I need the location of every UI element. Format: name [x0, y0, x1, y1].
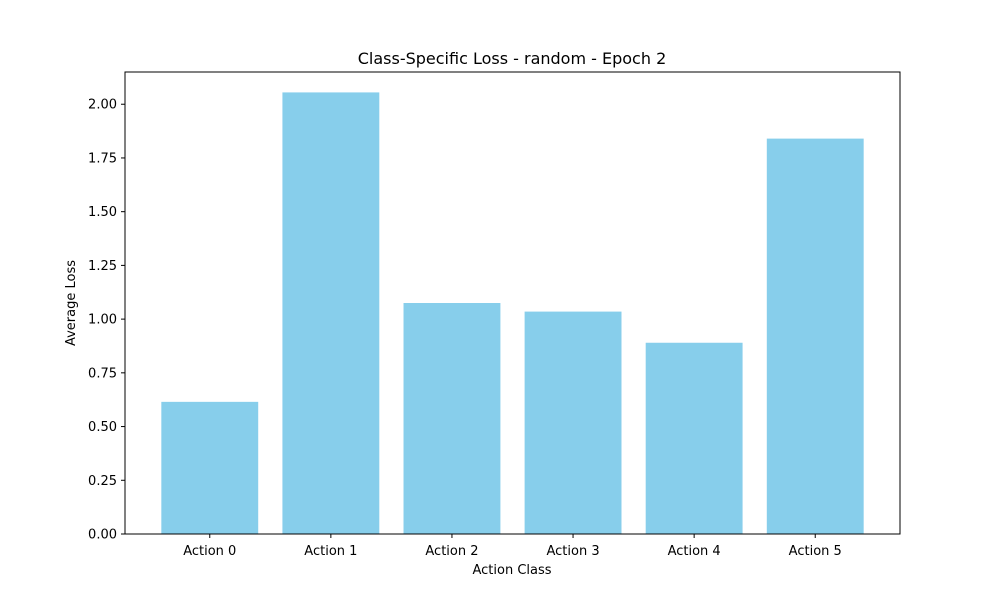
bar-action-0	[161, 401, 259, 534]
y-tick-label: 0.50	[88, 420, 117, 435]
x-tick-label: Action 1	[304, 544, 357, 559]
y-tick-label: 1.75	[88, 151, 117, 166]
x-axis-label: Action Class	[472, 563, 551, 578]
y-tick-label: 0.75	[88, 366, 117, 381]
x-tick-label: Action 0	[183, 544, 236, 559]
x-tick-label: Action 3	[546, 544, 599, 559]
bars-group	[161, 92, 864, 535]
bar-action-5	[766, 138, 864, 535]
y-tick-label: 0.00	[88, 528, 117, 543]
y-tick-label: 1.50	[88, 205, 117, 220]
bar-action-2	[403, 303, 501, 534]
x-tick-label: Action 5	[789, 544, 842, 559]
chart-title: Class-Specific Loss - random - Epoch 2	[358, 49, 667, 68]
y-tick-label: 1.25	[88, 259, 117, 274]
plot-frame	[124, 71, 901, 535]
x-tick-label: Action 4	[668, 544, 721, 559]
x-axis-ticks: Action 0 Action 1 Action 2 Action 3 Action 4…	[183, 534, 842, 559]
bar-action-1	[282, 92, 380, 534]
y-axis-ticks: 0.00 0.25 0.50 0.75 1.00 1.25 1.50 1.75 2.00	[88, 98, 125, 543]
y-tick-label: 0.25	[88, 474, 117, 489]
y-tick-label: 2.00	[88, 98, 117, 113]
bar-action-4	[645, 342, 743, 534]
y-axis-label: Average Loss	[64, 260, 79, 346]
bar-action-3	[524, 311, 622, 534]
y-tick-label: 1.00	[88, 313, 117, 328]
x-tick-label: Action 2	[425, 544, 478, 559]
